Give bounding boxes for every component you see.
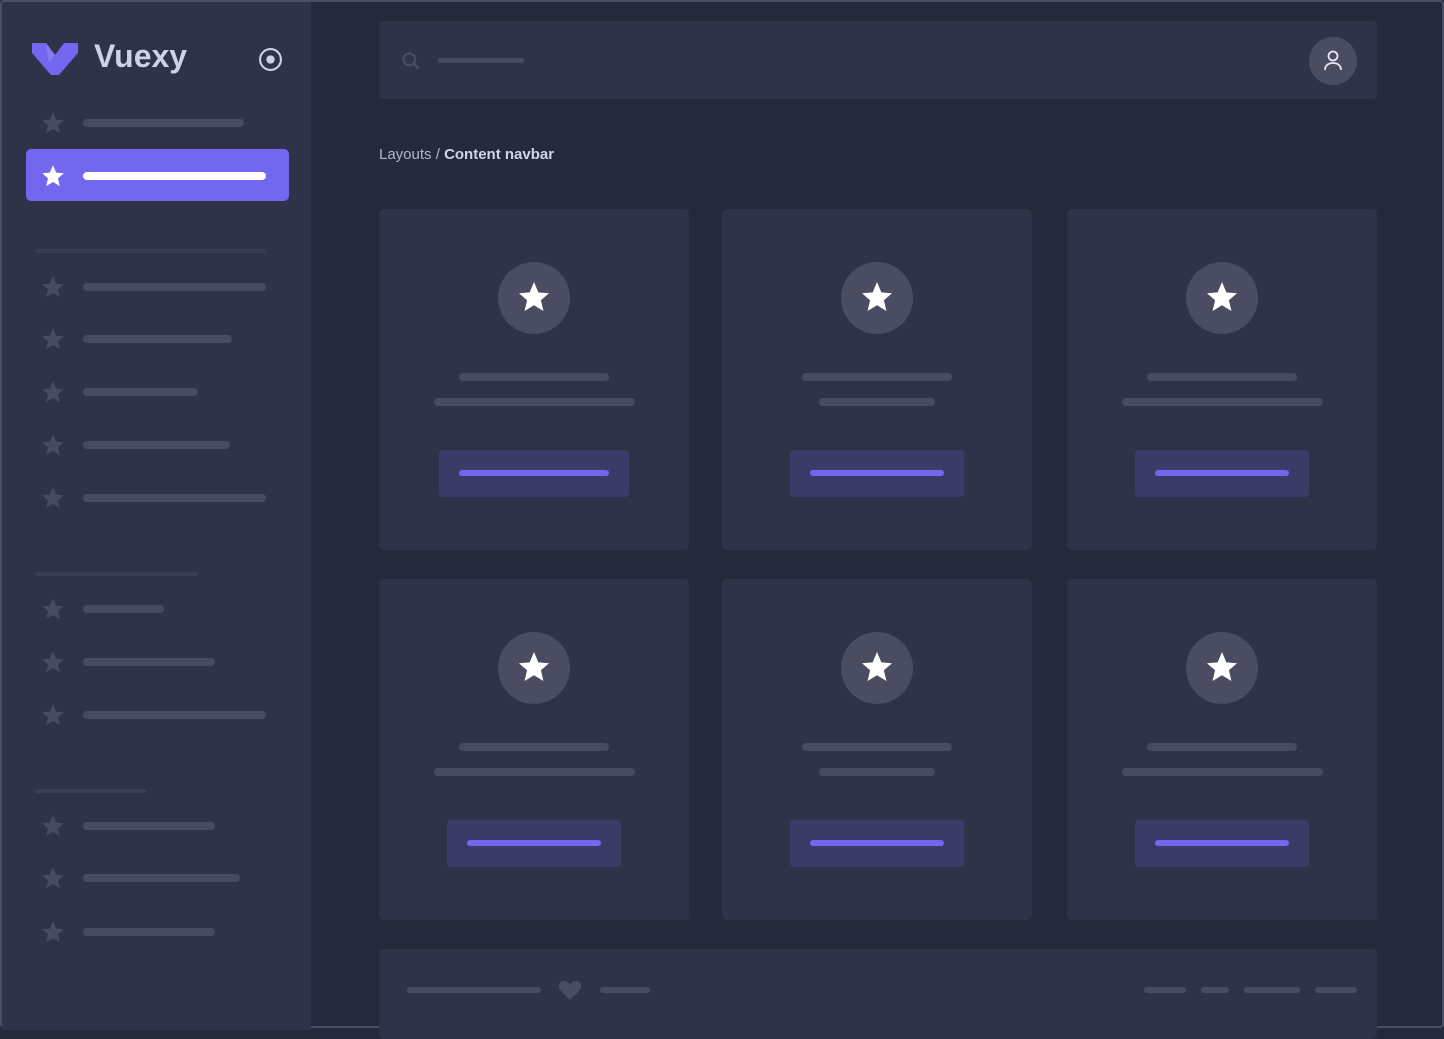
sidebar-section-divider xyxy=(35,572,198,576)
sidebar-item[interactable] xyxy=(83,172,266,180)
card-icon-circle xyxy=(841,262,913,334)
card-title xyxy=(802,373,952,381)
card-text xyxy=(819,398,935,406)
footer-link[interactable] xyxy=(1201,987,1229,993)
sidebar: Vuexy xyxy=(2,2,311,1030)
card xyxy=(379,579,689,920)
star-icon xyxy=(40,865,66,891)
vuexy-logo-icon xyxy=(32,43,78,75)
footer-text xyxy=(600,987,650,993)
star-icon xyxy=(40,379,66,405)
star-icon xyxy=(40,274,66,300)
sidebar-item[interactable] xyxy=(83,928,215,936)
card-icon-circle xyxy=(498,632,570,704)
card-text xyxy=(434,398,635,406)
star-icon xyxy=(516,279,552,315)
sidebar-section-divider xyxy=(35,249,266,253)
footer-link[interactable] xyxy=(1144,987,1186,993)
sidebar-item[interactable] xyxy=(83,658,215,666)
star-icon xyxy=(516,649,552,685)
star-icon xyxy=(1204,279,1240,315)
card xyxy=(722,579,1032,920)
card xyxy=(1067,579,1377,920)
sidebar-item[interactable] xyxy=(83,494,266,502)
card xyxy=(722,209,1032,550)
breadcrumb-separator: / xyxy=(431,146,445,163)
sidebar-item[interactable] xyxy=(83,441,230,449)
card-text xyxy=(1122,768,1323,776)
heart-icon xyxy=(558,980,582,1000)
card-button[interactable] xyxy=(790,820,964,867)
sidebar-item[interactable] xyxy=(83,605,164,613)
sidebar-section-divider xyxy=(35,789,147,793)
star-icon xyxy=(40,702,66,728)
card-button[interactable] xyxy=(447,820,621,867)
star-icon xyxy=(1204,649,1240,685)
breadcrumb: Layouts / Content navbar xyxy=(379,146,554,163)
star-icon xyxy=(40,649,66,675)
breadcrumb-current: Content navbar xyxy=(444,146,555,163)
sidebar-item[interactable] xyxy=(83,119,244,127)
star-icon xyxy=(40,919,66,945)
user-avatar[interactable] xyxy=(1309,37,1357,85)
star-icon xyxy=(40,596,66,622)
top-navbar xyxy=(379,21,1377,99)
card-icon-circle xyxy=(1186,262,1258,334)
card-icon-circle xyxy=(498,262,570,334)
star-icon xyxy=(40,485,66,511)
card-title xyxy=(459,373,609,381)
star-icon xyxy=(40,163,66,189)
card-button[interactable] xyxy=(1135,450,1309,497)
card-title xyxy=(1147,743,1297,751)
card-title xyxy=(459,743,609,751)
star-icon xyxy=(859,279,895,315)
card-text xyxy=(819,768,935,776)
card-button[interactable] xyxy=(790,450,964,497)
radio-toggle-icon[interactable] xyxy=(258,47,283,72)
star-icon xyxy=(40,326,66,352)
sidebar-item[interactable] xyxy=(83,822,215,830)
footer-link[interactable] xyxy=(1244,987,1300,993)
sidebar-item[interactable] xyxy=(83,711,266,719)
star-icon xyxy=(40,813,66,839)
brand-name: Vuexy xyxy=(94,38,188,74)
star-icon xyxy=(859,649,895,685)
search-input[interactable] xyxy=(438,58,524,63)
card-icon-circle xyxy=(1186,632,1258,704)
sidebar-item[interactable] xyxy=(83,335,232,343)
card-title xyxy=(802,743,952,751)
card xyxy=(379,209,689,550)
card-button[interactable] xyxy=(1135,820,1309,867)
sidebar-item[interactable] xyxy=(83,874,240,882)
card-title xyxy=(1147,373,1297,381)
footer-link[interactable] xyxy=(1315,987,1357,993)
footer xyxy=(379,949,1377,1039)
sidebar-item[interactable] xyxy=(83,283,266,291)
star-icon xyxy=(40,110,66,136)
search-icon[interactable] xyxy=(401,51,421,71)
card-text xyxy=(1122,398,1323,406)
user-icon xyxy=(1324,50,1342,71)
card xyxy=(1067,209,1377,550)
card-icon-circle xyxy=(841,632,913,704)
card-text xyxy=(434,768,635,776)
breadcrumb-parent[interactable]: Layouts xyxy=(379,146,432,163)
footer-text xyxy=(407,987,541,993)
star-icon xyxy=(40,432,66,458)
card-button[interactable] xyxy=(439,450,629,497)
sidebar-item[interactable] xyxy=(83,388,198,396)
